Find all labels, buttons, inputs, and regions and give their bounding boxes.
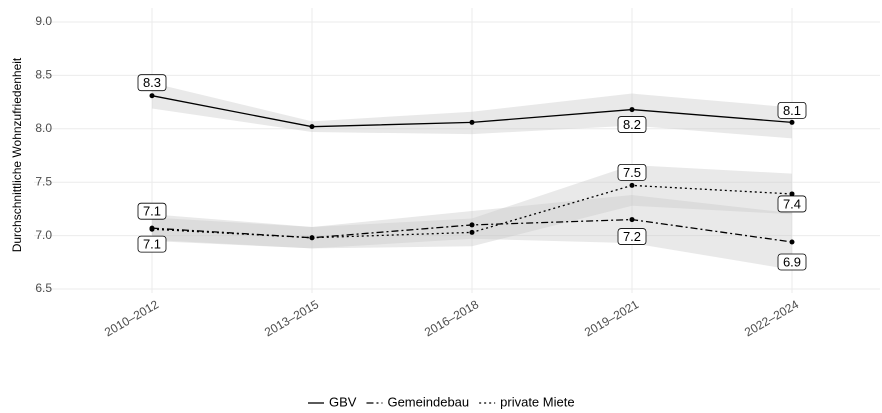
- data-point: [789, 191, 795, 197]
- data-label: 8.3: [143, 75, 161, 90]
- x-tick-label: 2016–2018: [422, 297, 481, 339]
- data-point: [629, 182, 635, 188]
- data-point: [149, 93, 155, 99]
- label-box: [617, 116, 647, 133]
- data-point: [149, 226, 155, 232]
- y-tick-label: 6.5: [35, 281, 52, 295]
- data-label: 7.5: [623, 165, 641, 180]
- label-box: [617, 164, 647, 181]
- data-label: 7.2: [623, 229, 641, 244]
- label-box: [777, 195, 807, 213]
- data-label: 6.9: [783, 254, 801, 269]
- x-tick-label: 2010–2012: [102, 297, 161, 339]
- y-tick-label: 7.0: [35, 228, 52, 242]
- label-box: [777, 101, 807, 119]
- y-tick-label: 8.5: [35, 68, 52, 82]
- data-point: [469, 229, 475, 235]
- y-tick-label: 7.5: [35, 174, 52, 188]
- data-label: 8.1: [783, 103, 801, 118]
- x-tick-label: 2022–2024: [742, 297, 801, 339]
- x-tick-label: 2019–2021: [582, 297, 641, 339]
- legend-label: private Miete: [500, 394, 574, 409]
- y-tick-label: 8.0: [35, 121, 52, 135]
- data-label: 8.2: [623, 117, 641, 132]
- data-label: 7.1: [143, 204, 161, 219]
- y-tick-label: 9.0: [35, 14, 52, 28]
- label-box: [137, 74, 167, 92]
- label-box: [777, 253, 807, 271]
- data-point: [789, 119, 795, 125]
- label-box: [617, 228, 647, 245]
- data-point: [309, 235, 315, 241]
- data-label: 7.1: [143, 237, 161, 252]
- data-point: [629, 107, 635, 113]
- x-tick-label: 2013–2015: [262, 297, 321, 339]
- data-point: [469, 222, 475, 228]
- legend-label: GBV: [329, 394, 357, 409]
- data-point: [309, 124, 315, 130]
- data-point: [629, 217, 635, 223]
- legend-label: Gemeindebau: [387, 394, 469, 409]
- label-box: [137, 202, 167, 220]
- label-box: [137, 235, 167, 253]
- data-point: [789, 239, 795, 245]
- data-label: 7.4: [783, 196, 801, 211]
- y-axis-label: Durchschnittliche Wohnzufriedenheit: [10, 57, 24, 252]
- data-point: [469, 119, 475, 125]
